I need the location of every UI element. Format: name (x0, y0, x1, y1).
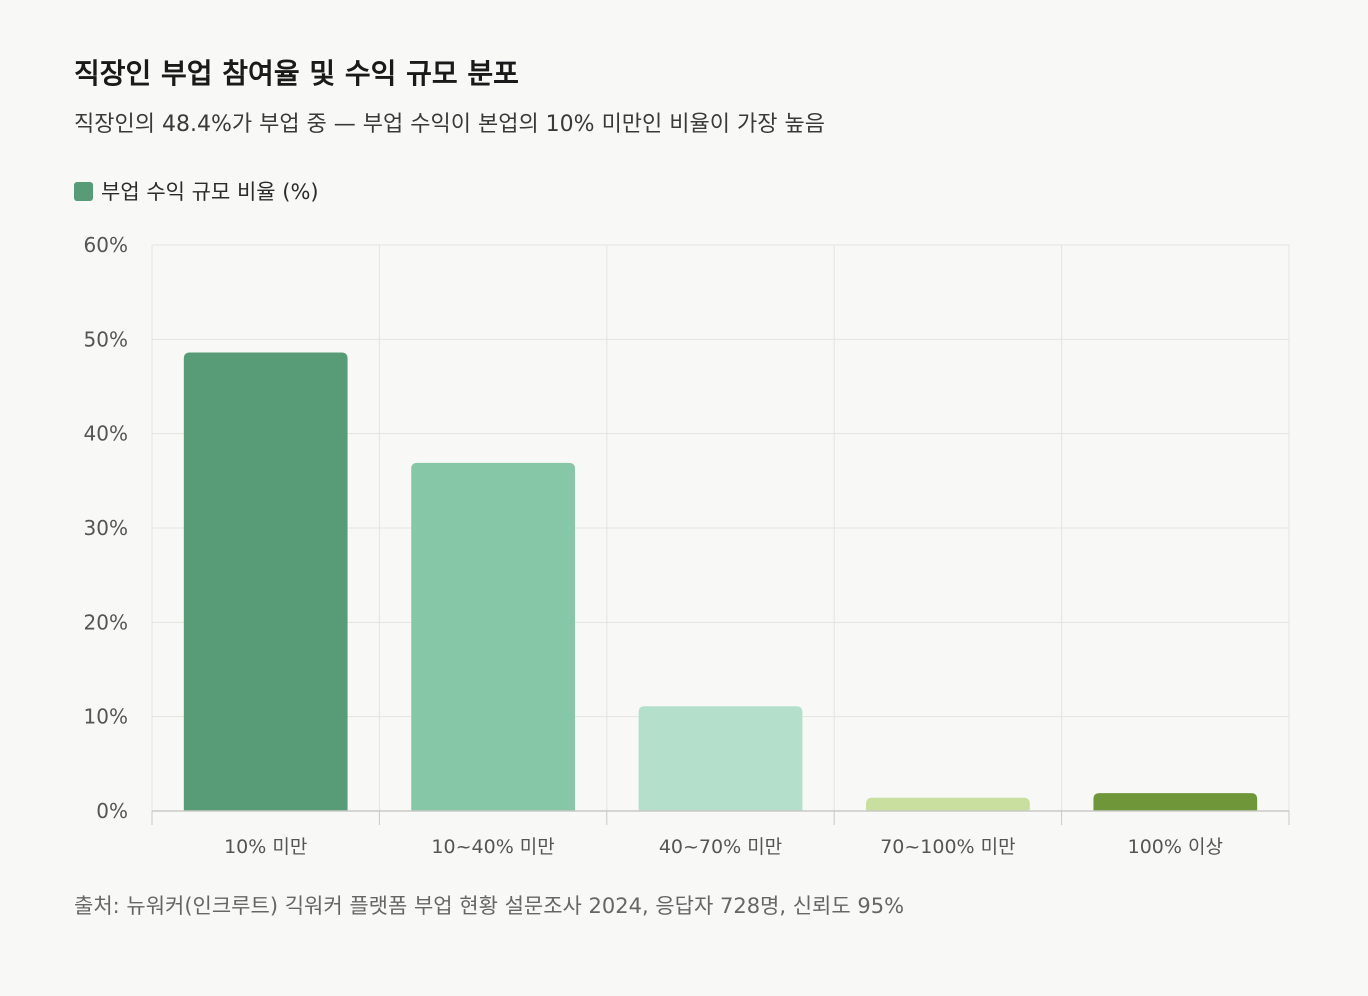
source-note: 출처: 뉴워커(인크루트) 긱워커 플랫폼 부업 현황 설문조사 2024, 응… (74, 894, 905, 918)
chart-subtitle: 직장인의 48.4%가 부업 중 — 부업 수익이 본업의 10% 미만인 비율… (74, 112, 825, 137)
y-tick-label: 60% (84, 233, 128, 257)
bar (183, 352, 348, 811)
x-tick-label: 40~70% 미만 (659, 836, 782, 858)
y-tick-label: 20% (84, 610, 128, 634)
y-tick-label: 10% (84, 705, 128, 729)
bar (638, 706, 803, 811)
bars (183, 352, 1258, 811)
y-tick-label: 50% (84, 327, 128, 351)
x-tick-label: 100% 이상 (1128, 836, 1223, 858)
y-tick-label: 0% (96, 799, 128, 823)
bar (411, 462, 575, 811)
legend-swatch (74, 181, 93, 201)
x-axis: 10% 미만 10~40% 미만 40~70% 미만 70~100% 미만 100% 이… (151, 810, 1290, 858)
bar (1093, 793, 1258, 811)
x-tick-label: 70~100% 미만 (880, 836, 1015, 858)
x-tick-label: 10~40% 미만 (431, 836, 554, 858)
bar-chart: 0% 10% 20% 30% 40% 50% 60% 10% 미만 10~40% 미만 40~7… (84, 233, 1290, 858)
bar (866, 797, 1030, 811)
chart-title: 직장인 부업 참여율 및 수익 규모 분포 (74, 57, 519, 90)
x-tick-label: 10% 미만 (224, 836, 307, 858)
y-tick-label: 30% (84, 516, 128, 540)
y-tick-label: 40% (84, 422, 128, 446)
legend: 부업 수익 규모 비율 (%) (74, 176, 319, 206)
y-axis: 0% 10% 20% 30% 40% 50% 60% (84, 233, 128, 823)
legend-label: 부업 수익 규모 비율 (%) (101, 180, 319, 204)
